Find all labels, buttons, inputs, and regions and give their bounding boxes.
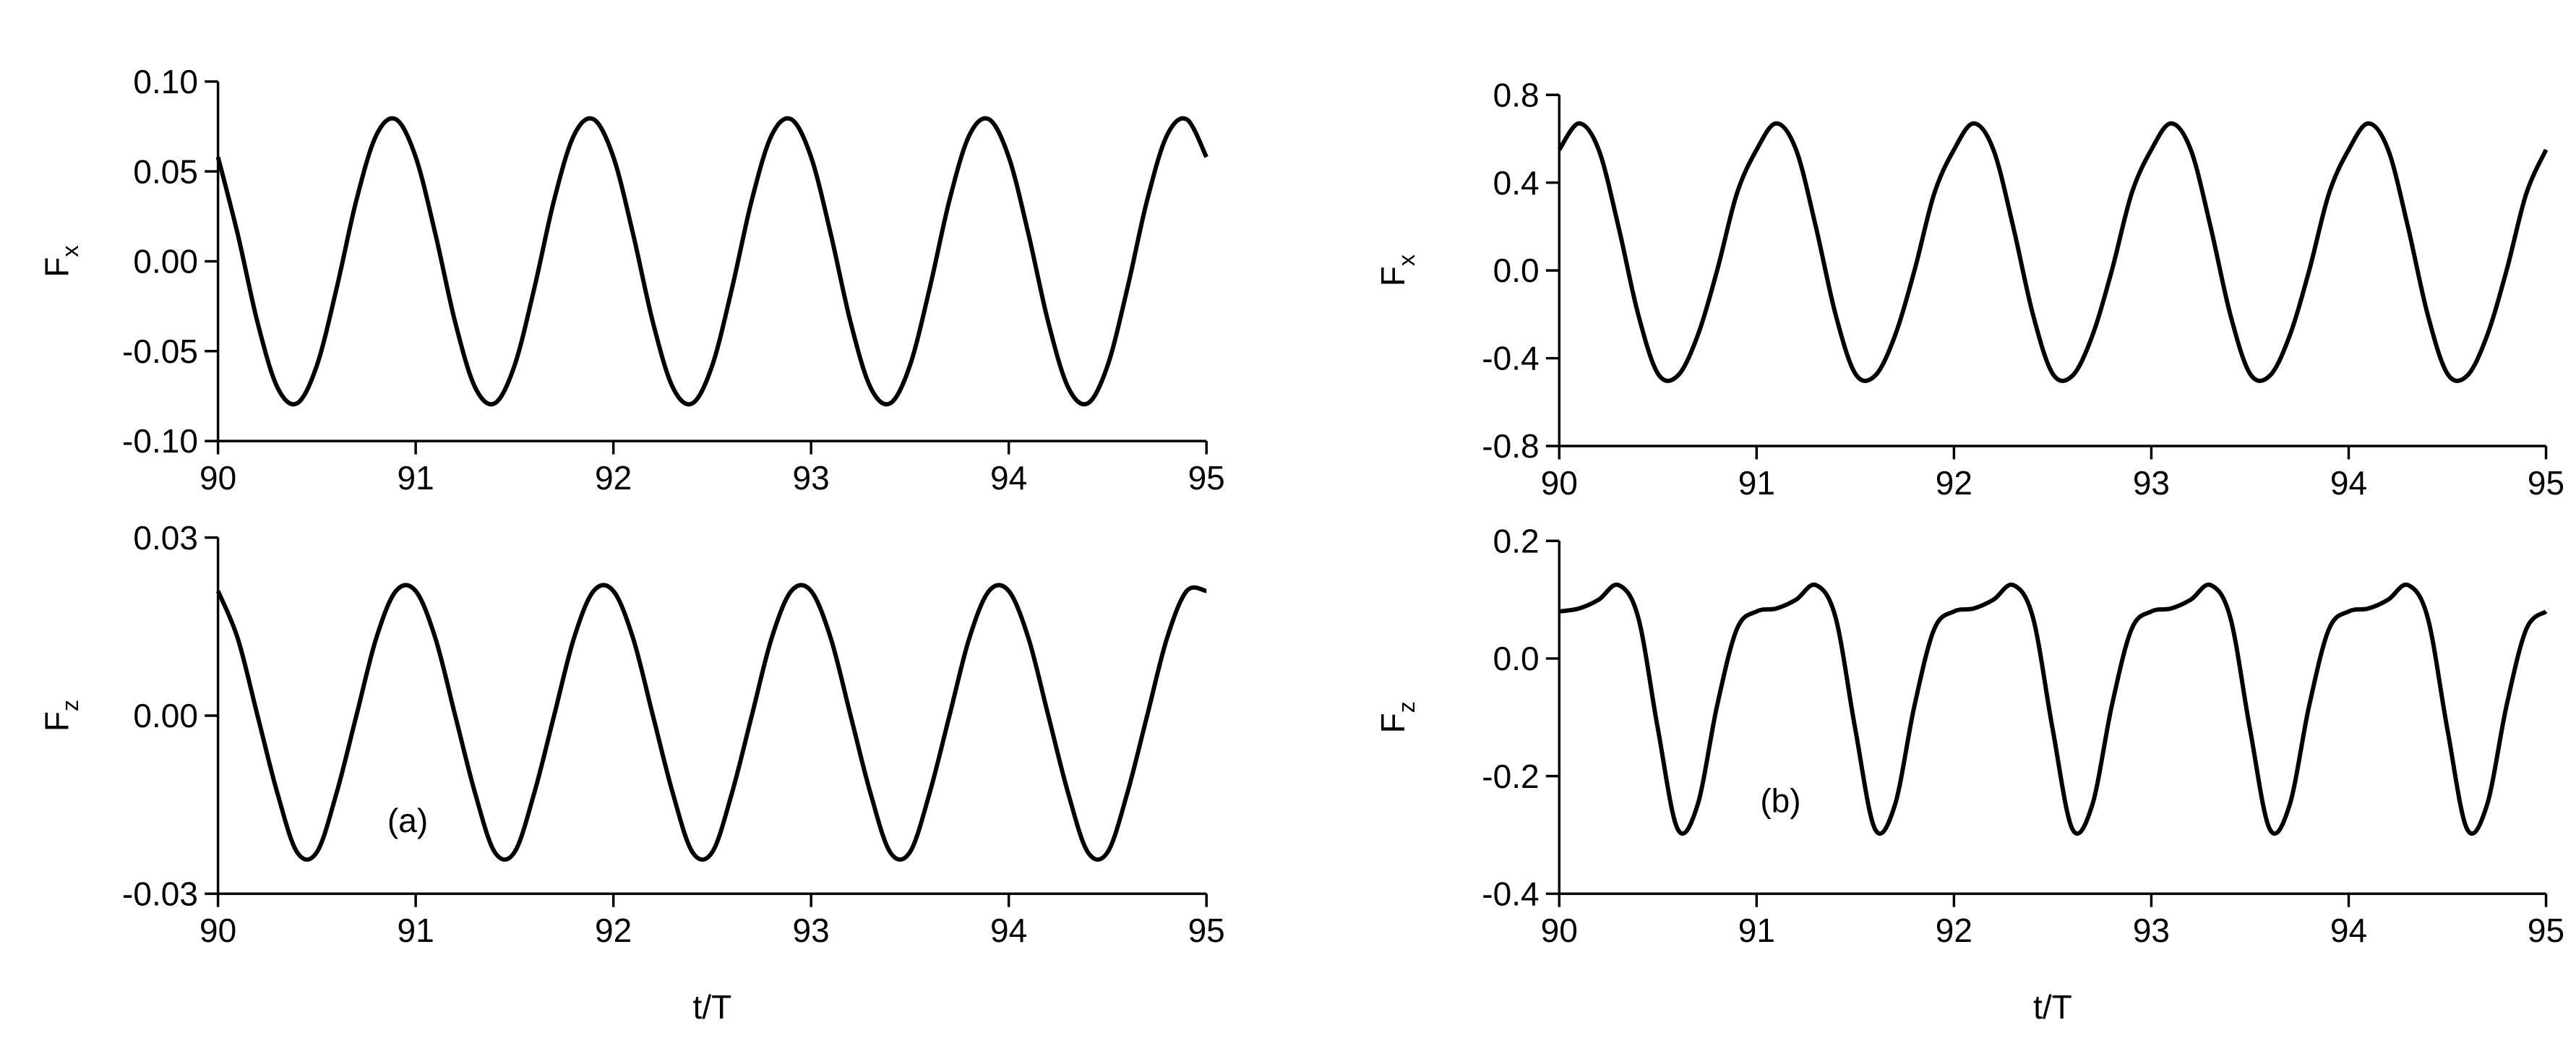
x-tick-label: 93 <box>2133 464 2170 502</box>
y-tick-label: 0.4 <box>1493 164 1540 202</box>
y-axis-label-main: F <box>1374 266 1412 286</box>
x-tick-label: 91 <box>1738 912 1775 949</box>
y-axis-label-subscript: x <box>1394 254 1420 266</box>
y-axis-label-main: F <box>38 711 75 732</box>
y-axis-label: Fx <box>1374 254 1420 286</box>
annotation: (a) <box>387 802 428 839</box>
y-tick-label: -0.10 <box>122 422 198 460</box>
x-tick-label: 92 <box>1936 464 1972 502</box>
x-tick-label: 95 <box>1188 459 1225 497</box>
y-tick-label: 0.0 <box>1493 640 1540 677</box>
x-tick-label: 94 <box>990 459 1027 497</box>
y-axis-label-subscript: z <box>1394 701 1420 713</box>
x-tick-label: 92 <box>1936 912 1972 949</box>
y-tick-label: -0.03 <box>122 875 198 912</box>
x-tick-label: 92 <box>595 912 632 949</box>
x-tick-label: 94 <box>990 912 1027 949</box>
x-tick-label: 94 <box>2330 912 2367 949</box>
y-axis-label-main: F <box>1374 713 1412 733</box>
x-axis-label: t/T <box>693 988 732 1026</box>
x-tick-label: 90 <box>199 459 236 497</box>
y-tick-label: 0.2 <box>1493 522 1540 560</box>
y-tick-label: 0.00 <box>133 697 198 734</box>
y-tick-label: 0.8 <box>1493 76 1540 113</box>
data-line <box>215 583 1207 862</box>
x-tick-label: 91 <box>1738 464 1775 502</box>
x-tick-label: 90 <box>199 912 236 949</box>
y-tick-label: -0.4 <box>1482 340 1539 377</box>
y-tick-label: 0.10 <box>133 63 198 100</box>
y-tick-label: -0.05 <box>122 333 198 370</box>
x-axis-label: t/T <box>2033 988 2072 1026</box>
x-tick-label: 95 <box>1188 912 1225 949</box>
y-tick-label: 0.05 <box>133 153 198 190</box>
annotation: (b) <box>1760 782 1800 820</box>
x-tick-label: 94 <box>2330 464 2367 502</box>
x-tick-label: 93 <box>2133 912 2170 949</box>
x-tick-label: 90 <box>1541 464 1578 502</box>
y-axis-label-main: F <box>38 257 75 277</box>
x-tick-label: 95 <box>2528 912 2564 949</box>
y-axis-label-subscript: z <box>57 700 83 711</box>
x-tick-label: 95 <box>2528 464 2564 502</box>
data-line <box>1558 582 2548 836</box>
y-axis-label: Fz <box>38 700 83 732</box>
y-tick-label: 0.0 <box>1493 252 1540 289</box>
y-tick-label: -0.4 <box>1482 875 1539 912</box>
y-tick-label: -0.8 <box>1482 427 1539 465</box>
x-tick-label: 92 <box>595 459 632 497</box>
x-tick-label: 93 <box>793 912 830 949</box>
y-tick-label: -0.2 <box>1482 758 1539 795</box>
data-line <box>215 116 1208 407</box>
x-tick-label: 91 <box>398 459 434 497</box>
y-tick-label: 0.00 <box>133 243 198 280</box>
y-axis-label: Fx <box>38 245 83 277</box>
x-tick-label: 90 <box>1541 912 1578 949</box>
x-tick-label: 93 <box>793 459 830 497</box>
y-tick-label: 0.03 <box>133 519 198 557</box>
data-line <box>1557 121 2549 383</box>
y-axis-label: Fz <box>1374 701 1420 733</box>
y-axis-label-subscript: x <box>57 245 83 257</box>
x-tick-label: 91 <box>398 912 434 949</box>
